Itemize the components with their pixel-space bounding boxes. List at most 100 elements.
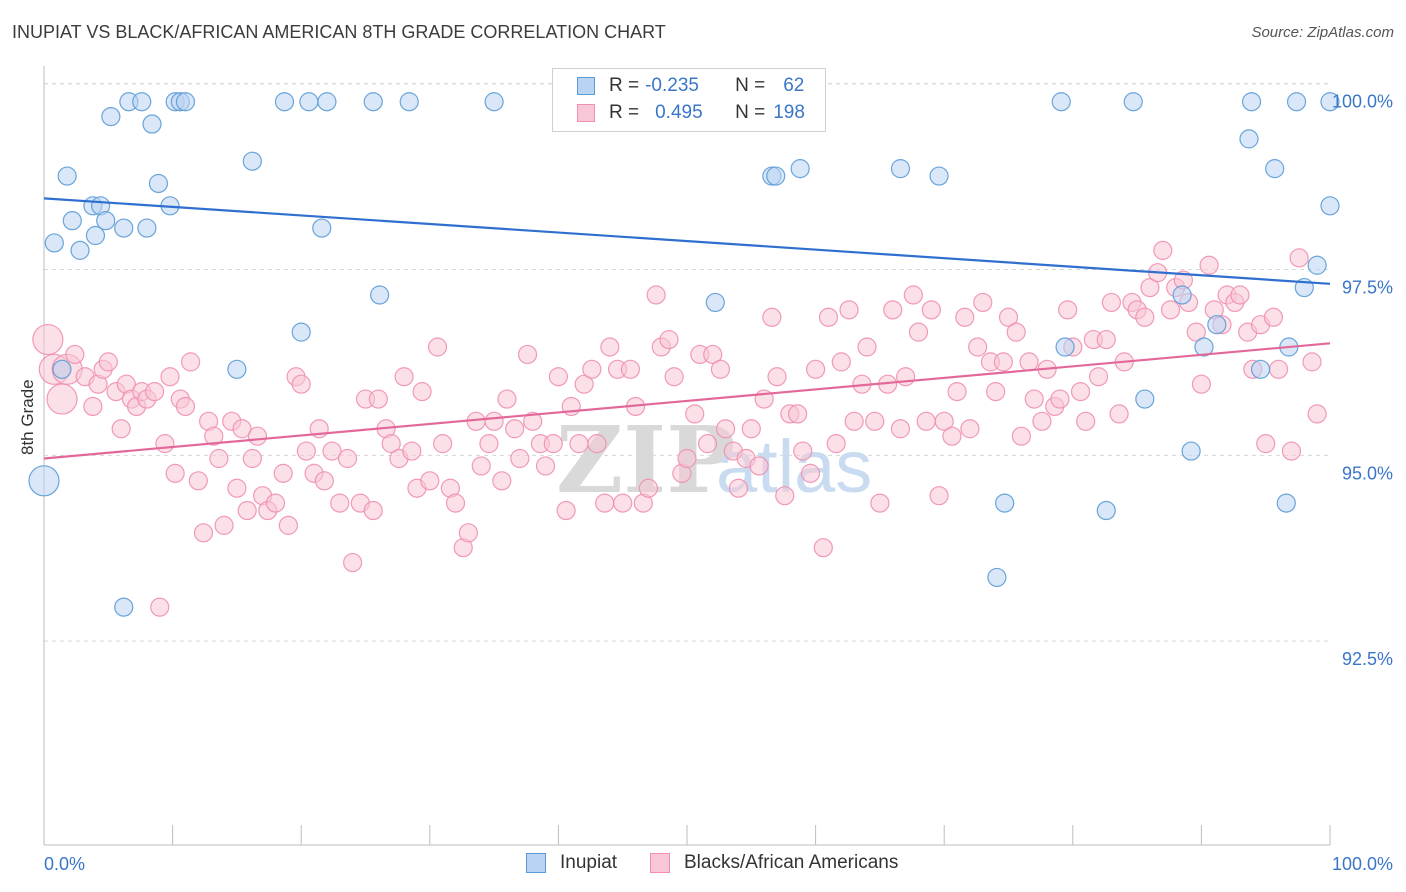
data-point xyxy=(458,523,478,543)
data-point xyxy=(1019,352,1039,372)
data-point xyxy=(1172,285,1192,305)
trend-lines xyxy=(43,197,1331,460)
data-point xyxy=(1109,404,1129,424)
data-point xyxy=(1320,196,1340,216)
axes xyxy=(43,66,1331,846)
legend-row-inupiat: R = -0.235 N = 62 xyxy=(577,74,804,98)
r-value: -0.235 xyxy=(645,75,699,96)
data-point xyxy=(291,374,311,394)
data-point xyxy=(427,337,448,357)
data-point xyxy=(929,166,949,186)
data-point xyxy=(1051,92,1071,112)
data-point xyxy=(209,448,229,469)
data-point xyxy=(83,396,103,417)
data-point xyxy=(363,92,383,112)
data-point xyxy=(960,419,980,439)
data-point xyxy=(70,240,90,260)
data-point xyxy=(155,434,175,454)
data-point xyxy=(44,233,64,253)
data-point xyxy=(484,92,504,112)
data-point xyxy=(1123,92,1143,112)
data-point xyxy=(865,411,885,431)
data-point xyxy=(517,344,538,365)
data-point xyxy=(165,463,185,483)
data-point xyxy=(394,367,414,387)
data-point xyxy=(998,307,1019,327)
data-point xyxy=(831,352,851,372)
data-point xyxy=(420,471,440,491)
data-point xyxy=(1191,374,1212,394)
data-point xyxy=(368,389,388,409)
data-point xyxy=(1076,411,1096,431)
data-point xyxy=(370,285,390,305)
y-tick-label: 92.5% xyxy=(1342,649,1393,669)
data-point xyxy=(523,411,543,431)
data-point xyxy=(613,493,633,513)
data-point xyxy=(787,404,808,424)
data-point xyxy=(1050,389,1070,409)
data-point xyxy=(242,151,262,171)
data-point xyxy=(62,211,82,231)
data-point xyxy=(890,159,911,179)
data-point xyxy=(330,493,350,513)
data-point xyxy=(543,434,563,454)
data-point xyxy=(111,419,131,439)
data-point xyxy=(659,329,679,350)
data-point xyxy=(274,92,295,112)
data-point xyxy=(767,367,787,387)
y-tick-label: 100.0% xyxy=(1332,92,1393,112)
y-tick-label: 95.0% xyxy=(1342,463,1393,483)
data-point xyxy=(715,419,736,439)
data-point xyxy=(299,92,319,112)
data-point xyxy=(749,456,769,476)
data-point xyxy=(677,448,697,469)
data-point xyxy=(484,411,504,431)
data-point xyxy=(1276,493,1296,513)
data-point xyxy=(188,471,208,491)
data-point xyxy=(381,434,401,454)
data-point xyxy=(710,359,731,379)
data-point xyxy=(65,344,85,365)
data-point xyxy=(160,367,180,387)
data-point xyxy=(497,389,517,409)
legend-label-blacks: Blacks/African Americans xyxy=(684,852,899,873)
data-point xyxy=(595,493,615,513)
data-point xyxy=(620,359,641,379)
data-point xyxy=(728,478,749,498)
data-point xyxy=(968,337,988,357)
data-point xyxy=(1265,159,1285,179)
data-point xyxy=(929,486,949,506)
data-point xyxy=(1239,129,1259,149)
data-point xyxy=(227,478,247,498)
data-point xyxy=(857,337,877,357)
data-point xyxy=(548,367,569,387)
data-point xyxy=(993,352,1013,372)
data-point xyxy=(1199,255,1219,275)
data-point xyxy=(587,434,607,454)
stats-legend: R = -0.235 N = 62 R = 0.495 N = 198 xyxy=(552,68,826,132)
r-label: R = xyxy=(609,102,640,123)
data-point xyxy=(741,419,761,439)
data-point xyxy=(1088,367,1109,387)
data-point xyxy=(839,300,859,320)
data-point xyxy=(510,448,530,469)
x-tick-labels: 0.0% 100.0% xyxy=(44,854,1393,874)
data-point xyxy=(85,225,106,246)
data-point xyxy=(505,419,525,439)
data-point xyxy=(98,352,118,372)
data-point xyxy=(805,359,826,379)
data-point xyxy=(870,493,890,513)
data-point xyxy=(1070,382,1091,402)
n-label: N = xyxy=(735,75,766,96)
data-point xyxy=(175,92,196,112)
legend-swatch-blacks xyxy=(577,104,595,122)
data-point xyxy=(1289,248,1309,268)
data-point xyxy=(1140,277,1160,298)
data-point xyxy=(1135,307,1155,327)
data-point xyxy=(317,92,337,112)
data-point xyxy=(291,322,311,342)
data-point xyxy=(921,300,941,320)
data-point xyxy=(685,404,705,424)
data-point xyxy=(242,448,262,469)
